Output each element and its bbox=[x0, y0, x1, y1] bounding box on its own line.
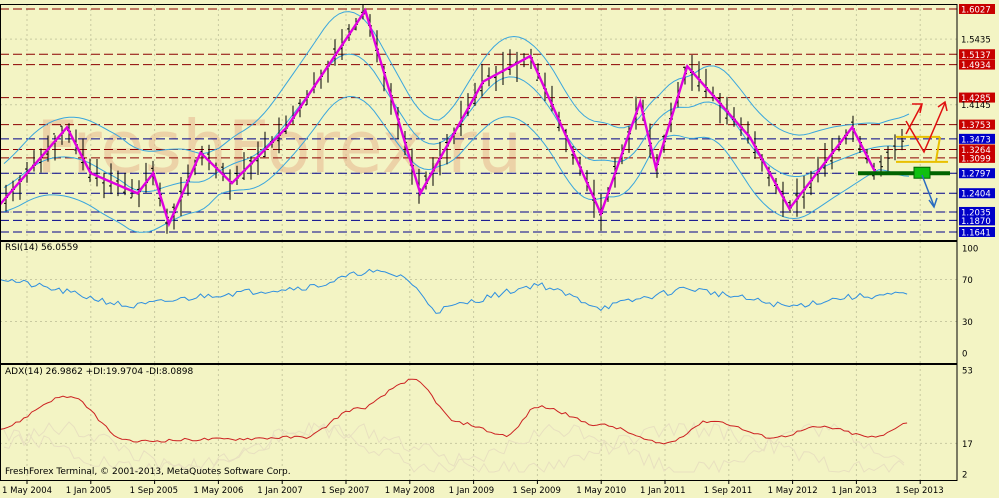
level-label-text: 1.1641 bbox=[961, 229, 991, 239]
bollinger-upper bbox=[3, 11, 910, 164]
time-label: 1 Sep 2005 bbox=[130, 486, 178, 496]
level-label: 1.1870 bbox=[959, 215, 995, 227]
adx-scale-label: 17 bbox=[962, 440, 973, 450]
panel-frame bbox=[0, 364, 958, 481]
time-label: 1 Jan 2009 bbox=[449, 486, 495, 496]
level-label-text: 1.3264 bbox=[961, 146, 991, 156]
arrow-blue-down bbox=[921, 174, 935, 207]
price-zigzag bbox=[0, 7, 877, 228]
level-lines bbox=[0, 8, 957, 233]
arrow-blue-head bbox=[928, 197, 938, 209]
adx-scale-label: 53 bbox=[962, 367, 973, 377]
time-label: 1 Sep 2011 bbox=[704, 486, 752, 496]
green-target-box bbox=[913, 166, 931, 179]
level-label-bg bbox=[959, 59, 995, 70]
di-plus-line bbox=[3, 421, 905, 474]
level-label: 1.3264 bbox=[959, 144, 995, 156]
price-scale-label: 1.5435 bbox=[961, 36, 991, 46]
level-label-text: 1.5137 bbox=[961, 51, 991, 61]
level-label-text: 1.2797 bbox=[961, 170, 991, 180]
rsi-scale-label: 0 bbox=[962, 350, 967, 360]
adx-panel bbox=[0, 378, 908, 474]
level-label-text: 1.3099 bbox=[961, 154, 991, 164]
yellow-zone-side bbox=[935, 136, 941, 162]
level-label-bg bbox=[959, 92, 995, 103]
rsi-scale-label: 30 bbox=[962, 318, 973, 328]
time-label: 1 Sep 2013 bbox=[895, 486, 943, 496]
di-minus-line bbox=[3, 421, 905, 473]
time-label: 1 May 2008 bbox=[385, 486, 435, 496]
level-label: 1.5137 bbox=[959, 49, 995, 61]
adx-title: ADX(14) 26.9862 +DI:19.9704 -DI:8.0898 bbox=[5, 367, 194, 377]
rsi-scale-label: 100 bbox=[962, 245, 978, 255]
level-label-bg bbox=[959, 168, 995, 179]
copyright-text: FreshForex Terminal, © 2001-2013, MetaQu… bbox=[5, 467, 291, 477]
time-label: 1 May 2010 bbox=[576, 486, 626, 496]
price-scale-label: 1.4145 bbox=[961, 101, 991, 111]
time-label: 1 Sep 2009 bbox=[512, 486, 560, 496]
adx-scale-label: 2 bbox=[962, 471, 967, 481]
rsi-title: RSI(14) 56.0559 bbox=[5, 243, 78, 253]
rsi-line bbox=[0, 268, 908, 314]
time-label: 1 May 2006 bbox=[193, 486, 243, 496]
time-label: 1 May 2012 bbox=[768, 486, 818, 496]
level-label-text: 1.2035 bbox=[961, 208, 991, 218]
time-label: 1 Jan 2013 bbox=[831, 486, 877, 496]
rsi-panel bbox=[0, 268, 908, 314]
level-label-text: 1.6027 bbox=[961, 6, 991, 16]
time-label: 1 Jan 2011 bbox=[640, 486, 686, 496]
level-label-bg bbox=[959, 215, 995, 226]
time-label: 1 Jan 2005 bbox=[66, 486, 112, 496]
level-label-text: 1.2404 bbox=[961, 190, 991, 200]
level-label-text: 1.1870 bbox=[961, 217, 991, 227]
level-label-bg bbox=[959, 133, 995, 144]
level-label-text: 1.4934 bbox=[961, 61, 991, 71]
level-label-bg bbox=[959, 144, 995, 155]
level-label: 1.4285 bbox=[959, 92, 995, 104]
time-label: 1 Sep 2007 bbox=[321, 486, 369, 496]
time-label: 1 Jan 2007 bbox=[257, 486, 303, 496]
level-label-text: 1.3753 bbox=[961, 121, 991, 131]
level-label-text: 1.3473 bbox=[961, 135, 991, 145]
level-label: 1.2035 bbox=[959, 206, 995, 218]
level-label: 1.3473 bbox=[959, 133, 995, 145]
level-label: 1.2404 bbox=[959, 188, 995, 200]
arrow-red-head-2 bbox=[937, 100, 948, 112]
level-label-bg bbox=[959, 152, 995, 163]
panel-frames bbox=[0, 4, 958, 481]
forecast-markup bbox=[858, 100, 950, 209]
grid-lines bbox=[0, 4, 957, 480]
time-label: 1 May 2004 bbox=[2, 486, 52, 496]
level-label: 1.1641 bbox=[959, 227, 995, 239]
rsi-scale-label: 70 bbox=[962, 276, 973, 286]
level-label-bg bbox=[959, 188, 995, 199]
level-label: 1.6027 bbox=[959, 4, 995, 16]
level-label: 1.4934 bbox=[959, 59, 995, 71]
level-label-bg bbox=[959, 119, 995, 130]
level-label: 1.2797 bbox=[959, 168, 995, 180]
arrow-red-up-1 bbox=[905, 103, 923, 135]
level-label: 1.3099 bbox=[959, 152, 995, 164]
arrow-red-head-1 bbox=[912, 103, 923, 114]
level-label-bg bbox=[959, 49, 995, 60]
level-label: 1.3753 bbox=[959, 119, 995, 131]
zigzag-line bbox=[0, 7, 877, 228]
level-label-text: 1.4285 bbox=[961, 94, 991, 104]
panel-frame bbox=[0, 241, 958, 364]
bollinger-lower bbox=[3, 95, 910, 233]
level-label-bg bbox=[959, 206, 995, 217]
panel-frame bbox=[0, 4, 958, 241]
time-axis: 1 May 2004 1 Jan 2005 1 Sep 2005 1 May 2006… bbox=[2, 480, 944, 496]
level-label-bg bbox=[959, 227, 995, 237]
arrow-red-path-2 bbox=[905, 102, 946, 154]
level-label-bg bbox=[959, 4, 995, 14]
adx-line bbox=[0, 378, 908, 445]
